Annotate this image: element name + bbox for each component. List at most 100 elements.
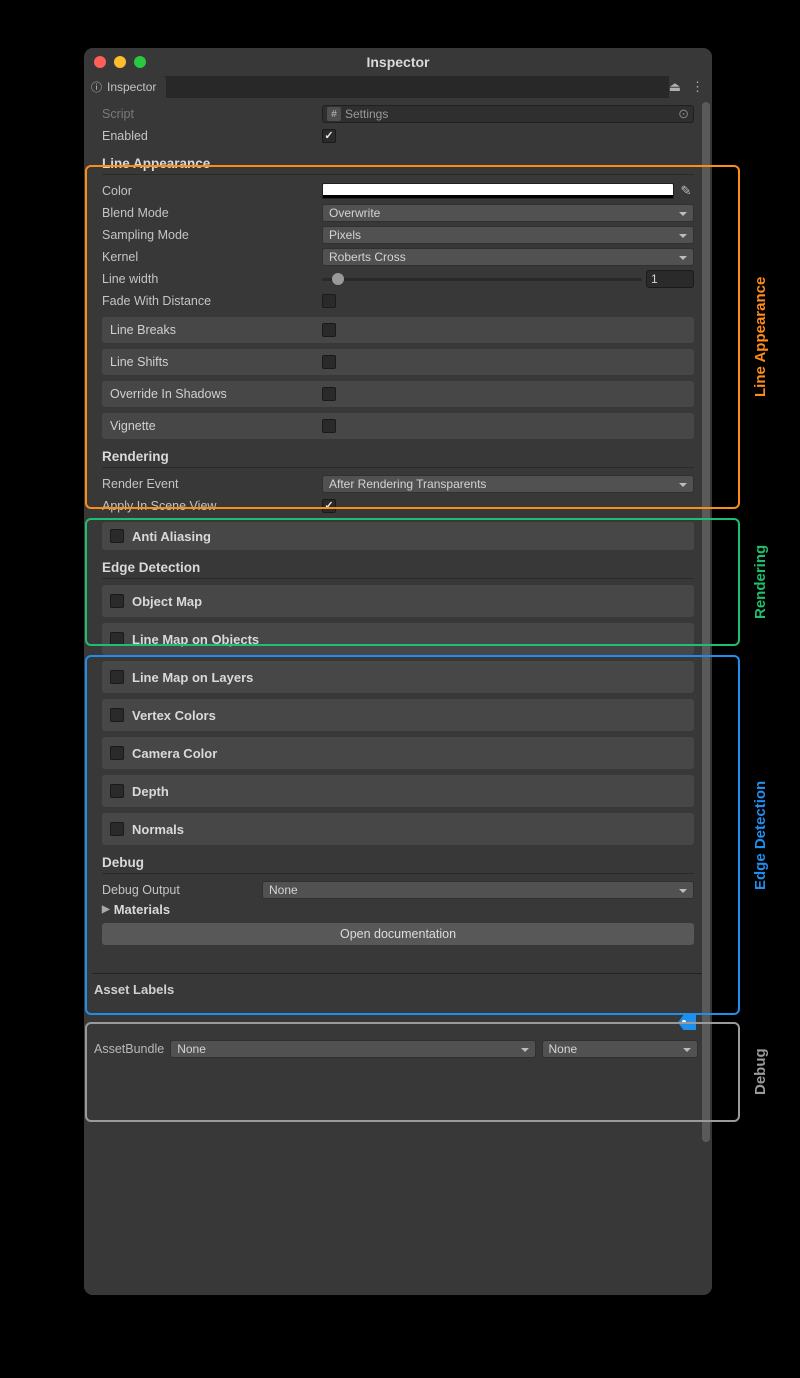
edge-checkbox[interactable] bbox=[110, 784, 124, 798]
row-enabled: Enabled bbox=[102, 126, 694, 146]
debug-output-select[interactable]: None bbox=[262, 881, 694, 899]
color-label: Color bbox=[102, 184, 322, 198]
edge-item-object-map[interactable]: Object Map bbox=[102, 585, 694, 617]
kernel-select[interactable]: Roberts Cross bbox=[322, 248, 694, 266]
bundle-select[interactable]: None bbox=[170, 1040, 535, 1058]
sampling-value: Pixels bbox=[329, 228, 361, 242]
debug-output-value: None bbox=[269, 883, 298, 897]
materials-foldout[interactable]: ▶ Materials bbox=[102, 902, 694, 917]
foldout-override-in-shadows[interactable]: Override In Shadows bbox=[102, 381, 694, 407]
scrollbar[interactable] bbox=[702, 102, 710, 1142]
lock-icon[interactable]: ⏏ bbox=[669, 79, 681, 95]
tag-icon[interactable] bbox=[678, 1015, 696, 1030]
edge-item-normals[interactable]: Normals bbox=[102, 813, 694, 845]
edge-label: Line Map on Layers bbox=[132, 670, 253, 685]
edge-checkbox[interactable] bbox=[110, 594, 124, 608]
asset-labels-title: Asset Labels bbox=[92, 974, 704, 1001]
script-value: Settings bbox=[345, 107, 388, 121]
foldout-vignette[interactable]: Vignette bbox=[102, 413, 694, 439]
edge-label: Line Map on Objects bbox=[132, 632, 259, 647]
annotation-label-rendering: Rendering bbox=[752, 518, 769, 646]
anti-aliasing-label: Anti Aliasing bbox=[132, 529, 211, 544]
width-value: 1 bbox=[651, 272, 658, 286]
section-title-edge: Edge Detection bbox=[102, 560, 694, 575]
edge-checkbox[interactable] bbox=[110, 822, 124, 836]
edge-item-line-map-on-objects[interactable]: Line Map on Objects bbox=[102, 623, 694, 655]
chevron-right-icon: ▶ bbox=[102, 904, 110, 915]
sub-checkbox[interactable] bbox=[322, 323, 336, 337]
width-label: Line width bbox=[102, 272, 322, 286]
row-sampling: Sampling Mode Pixels bbox=[102, 225, 694, 245]
sub-checkbox[interactable] bbox=[322, 419, 336, 433]
variant-select[interactable]: None bbox=[542, 1040, 699, 1058]
fade-checkbox[interactable] bbox=[322, 294, 336, 308]
window-title: Inspector bbox=[84, 54, 712, 70]
script-field[interactable]: # Settings ⊙ bbox=[322, 105, 694, 123]
divider bbox=[102, 174, 694, 175]
enabled-label: Enabled bbox=[102, 129, 322, 143]
sampling-label: Sampling Mode bbox=[102, 228, 322, 242]
blend-select[interactable]: Overwrite bbox=[322, 204, 694, 222]
bundle-label: AssetBundle bbox=[94, 1042, 164, 1056]
tabbar-controls: ⏏ ⋮ bbox=[669, 76, 712, 98]
foldout-line-breaks[interactable]: Line Breaks bbox=[102, 317, 694, 343]
edge-label: Vertex Colors bbox=[132, 708, 216, 723]
row-render-event: Render Event After Rendering Transparent… bbox=[102, 474, 694, 494]
annotation-label-edge: Edge Detection bbox=[752, 655, 769, 1015]
sub-label: Line Shifts bbox=[110, 355, 322, 369]
foldout-line-shifts[interactable]: Line Shifts bbox=[102, 349, 694, 375]
kernel-label: Kernel bbox=[102, 250, 322, 264]
asset-bundle-row: AssetBundle None None bbox=[92, 1036, 704, 1064]
scene-checkbox[interactable] bbox=[322, 499, 336, 513]
row-line-width: Line width 1 bbox=[102, 269, 694, 289]
kernel-value: Roberts Cross bbox=[329, 250, 406, 264]
script-icon: # bbox=[327, 107, 341, 121]
event-select[interactable]: After Rendering Transparents bbox=[322, 475, 694, 493]
open-documentation-button[interactable]: Open documentation bbox=[102, 923, 694, 945]
annotation-label-debug: Debug bbox=[752, 1022, 769, 1122]
edge-item-depth[interactable]: Depth bbox=[102, 775, 694, 807]
edge-item-camera-color[interactable]: Camera Color bbox=[102, 737, 694, 769]
tag-row bbox=[92, 1001, 704, 1036]
kebab-icon[interactable]: ⋮ bbox=[691, 79, 704, 95]
edge-item-line-map-on-layers[interactable]: Line Map on Layers bbox=[102, 661, 694, 693]
edge-checkbox[interactable] bbox=[110, 632, 124, 646]
edge-checkbox[interactable] bbox=[110, 670, 124, 684]
edge-item-vertex-colors[interactable]: Vertex Colors bbox=[102, 699, 694, 731]
debug-output-label: Debug Output bbox=[102, 883, 262, 897]
tab-inspector[interactable]: ⓘ Inspector bbox=[84, 76, 166, 98]
row-scene-view: Apply In Scene View bbox=[102, 496, 694, 516]
materials-label: Materials bbox=[114, 902, 170, 917]
row-kernel: Kernel Roberts Cross bbox=[102, 247, 694, 267]
divider bbox=[102, 578, 694, 579]
divider bbox=[102, 873, 694, 874]
divider bbox=[102, 467, 694, 468]
sub-checkbox[interactable] bbox=[322, 355, 336, 369]
section-title-rendering: Rendering bbox=[102, 449, 694, 464]
bundle-value: None bbox=[177, 1042, 206, 1056]
tab-bar: ⓘ Inspector ⏏ ⋮ bbox=[84, 76, 712, 98]
sub-label: Vignette bbox=[110, 419, 322, 433]
anti-aliasing-checkbox[interactable] bbox=[110, 529, 124, 543]
inspector-content: Script # Settings ⊙ Enabled Line Appeara… bbox=[84, 98, 712, 1295]
event-label: Render Event bbox=[102, 477, 322, 491]
enabled-checkbox[interactable] bbox=[322, 129, 336, 143]
script-label: Script bbox=[102, 107, 322, 121]
edge-checkbox[interactable] bbox=[110, 746, 124, 760]
sub-checkbox[interactable] bbox=[322, 387, 336, 401]
width-slider[interactable] bbox=[322, 278, 642, 281]
color-field[interactable] bbox=[322, 183, 674, 199]
edge-label: Depth bbox=[132, 784, 169, 799]
edge-label: Normals bbox=[132, 822, 184, 837]
sampling-select[interactable]: Pixels bbox=[322, 226, 694, 244]
fade-label: Fade With Distance bbox=[102, 294, 322, 308]
eyedropper-icon[interactable]: ✎ bbox=[678, 183, 694, 199]
anti-aliasing-item[interactable]: Anti Aliasing bbox=[102, 522, 694, 550]
object-picker-icon[interactable]: ⊙ bbox=[678, 106, 689, 122]
event-value: After Rendering Transparents bbox=[329, 477, 486, 491]
info-icon: ⓘ bbox=[91, 79, 102, 95]
row-debug-output: Debug Output None bbox=[102, 880, 694, 900]
width-input[interactable]: 1 bbox=[646, 270, 694, 288]
inspector-window: Inspector ⓘ Inspector ⏏ ⋮ Script # Setti… bbox=[84, 48, 712, 1295]
edge-checkbox[interactable] bbox=[110, 708, 124, 722]
